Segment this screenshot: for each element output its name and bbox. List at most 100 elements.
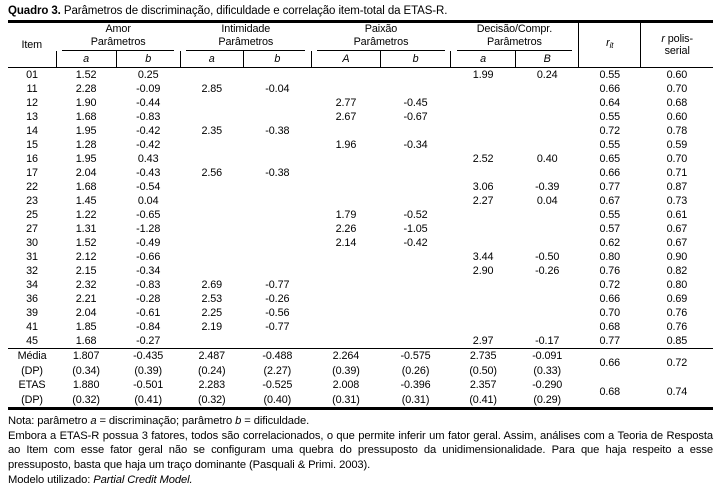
subcol-decisao-a: a [450, 51, 516, 68]
table-cell [243, 236, 311, 250]
table-cell: 1.68 [75, 335, 97, 347]
table-cell [516, 124, 579, 138]
table-cell: 2.53 [201, 293, 223, 305]
summary-cell: -0.575 [380, 348, 451, 364]
table-cell: 1.28 [75, 139, 97, 151]
table-row: 22 1.68 -0.54 3.06 -0.39 0.77 0.87 [8, 180, 713, 194]
table-cell: 16 [26, 153, 38, 165]
rpolis-summary-value: 0.74 [666, 386, 688, 399]
table-cell [180, 152, 243, 166]
summary-cell: (0.39) [332, 364, 360, 377]
table-cell: 0.66 [599, 293, 621, 305]
table-row: 12 1.90 -0.44 2.77 -0.45 0.64 0.68 [8, 96, 713, 110]
table-cell [311, 264, 380, 278]
table-cell: 0.87 [666, 181, 688, 193]
table-cell [516, 96, 579, 110]
caption-text: Parâmetros de discriminação, dificuldade… [60, 5, 448, 17]
summary-cell: -0.290 [532, 379, 563, 391]
table-cell [451, 166, 516, 180]
table-row: 36 2.21 -0.28 2.53 -0.26 0.66 0.69 [8, 292, 713, 306]
summary-cell: (0.41) [134, 393, 162, 406]
table-cell: 0.67 [666, 237, 688, 249]
table-cell: 31 [26, 251, 38, 263]
table-cell [451, 96, 516, 110]
table-cell: 2.52 [472, 153, 494, 165]
table-cell: -0.34 [403, 139, 428, 151]
table-cell: 0.70 [666, 83, 688, 95]
table-cell [180, 110, 243, 124]
table-cell: 2.77 [335, 97, 357, 109]
table-cell: 2.04 [75, 307, 97, 319]
summary-row: ETAS 1.880 -0.501 2.283 -0.525 2.008 -0.396 2.3… [8, 378, 713, 398]
table-cell: 0.66 [599, 167, 621, 179]
table-cell: 2.85 [201, 83, 223, 95]
table-cell: -0.39 [535, 181, 560, 193]
table-cell: 32 [26, 265, 38, 277]
table-cell [311, 82, 380, 96]
table-cell: 0.59 [666, 139, 688, 151]
summary-cell: (0.39) [134, 364, 162, 377]
note-line-model: Modelo utilizado: Partial Credit Model. [8, 473, 713, 488]
summary-cell: -0.501 [133, 379, 164, 391]
table-cell: -0.83 [136, 279, 161, 291]
text-segment: Modelo utilizado: [8, 473, 94, 486]
table-cell: -0.49 [136, 237, 161, 249]
table-cell: 2.04 [75, 167, 97, 179]
table-cell [311, 124, 380, 138]
table-row: 27 1.31 -1.28 2.26 -1.05 0.57 0.67 [8, 222, 713, 236]
table-cell [516, 166, 579, 180]
table-cell: 0.80 [666, 279, 688, 291]
table-cell: -0.44 [136, 97, 161, 109]
table-cell [180, 236, 243, 250]
table-row: 15 1.28 -0.42 1.96 -0.34 0.55 0.59 [8, 138, 713, 152]
summary-cell: (0.31) [332, 393, 360, 406]
subcol-paixao-a: A [310, 51, 381, 68]
summary-cell: (DP) [21, 393, 43, 406]
table-cell [451, 292, 516, 306]
table-cell: -0.34 [136, 265, 161, 277]
table-cell: 1.95 [75, 125, 97, 137]
group-subtitle: Parâmetros [353, 36, 409, 48]
table-cell [516, 320, 579, 334]
table-cell [380, 82, 450, 96]
rpolis-text: polis- [664, 32, 693, 45]
summary-cell: (0.32) [197, 393, 226, 406]
table-cell: 1.52 [75, 237, 97, 249]
table-cell [243, 264, 311, 278]
table-cell [180, 180, 243, 194]
summary-cell: 2.357 [469, 379, 497, 391]
table-cell: -0.17 [535, 335, 560, 347]
table-cell: 0.73 [666, 195, 688, 207]
table-cell [243, 222, 311, 236]
table-cell [180, 194, 243, 208]
table-cell: -0.09 [136, 83, 161, 95]
table-cell [180, 334, 243, 349]
table-cell: 1.45 [75, 195, 97, 207]
table-cell: 1.52 [75, 69, 97, 81]
table-cell: 2.26 [335, 223, 357, 235]
table-cell: 0.67 [599, 195, 621, 207]
table-summary: Média 1.807 -0.435 2.487 -0.488 2.264 -0.575 2.… [8, 348, 713, 409]
table-cell: 0.77 [599, 181, 621, 193]
text-segment: b [235, 415, 242, 427]
col-header-rpolisserial: r polis-serial [640, 21, 713, 68]
summary-cell: ETAS [18, 379, 46, 391]
table-cell: -0.77 [265, 321, 290, 333]
table-cell: 2.25 [201, 307, 223, 319]
summary-cell: 2.264 [311, 348, 381, 364]
table-cell: 41 [26, 321, 38, 333]
summary-row: Média 1.807 -0.435 2.487 -0.488 2.264 -0.575 2.… [8, 348, 713, 378]
table-cell: 0.68 [666, 97, 688, 109]
table-row: 32 2.15 -0.34 2.90 -0.26 0.76 0.82 [8, 264, 713, 278]
table-cell: 0.62 [599, 237, 621, 249]
table-cell: 01 [26, 69, 38, 81]
table-cell: -1.28 [136, 223, 161, 235]
table-cell: -0.28 [136, 293, 161, 305]
table-header: Item Amor Parâmetros Intimidade Parâmetros… [8, 21, 713, 68]
table-cell [451, 124, 516, 138]
table-cell [380, 180, 450, 194]
table-row: 30 1.52 -0.49 2.14 -0.42 0.62 0.67 [8, 236, 713, 250]
rpolis-symbol: r [661, 32, 665, 45]
summary-cell: (0.50) [469, 364, 497, 377]
table-cell [180, 68, 243, 83]
